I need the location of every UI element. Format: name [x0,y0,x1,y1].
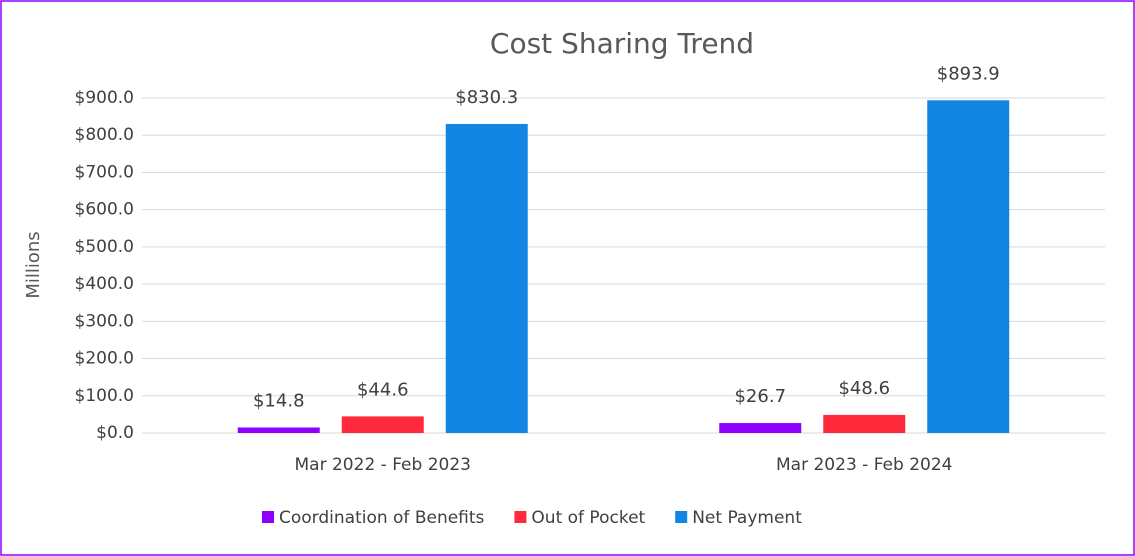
bar [719,423,802,433]
y-tick-label: $900.0 [75,88,134,108]
chart-title: Cost Sharing Trend [490,27,754,60]
bar [237,427,320,433]
y-tick-label: $600.0 [75,200,134,220]
legend-swatch [514,511,527,523]
y-tick-label: $500.0 [75,237,134,257]
y-tick-label: $800.0 [75,125,134,145]
bar [341,416,424,433]
y-tick-label: $0.0 [96,423,134,443]
bar [823,414,906,433]
value-label: $26.7 [734,386,786,407]
x-tick-label: Mar 2022 - Feb 2023 [295,455,471,475]
bar [445,123,528,434]
y-tick-label: $300.0 [75,311,134,331]
y-tick-label: $400.0 [75,274,134,294]
y-tick-label: $700.0 [75,162,134,182]
value-label: $14.8 [253,390,305,411]
value-label: $44.6 [357,379,409,400]
value-label: $48.6 [838,378,890,399]
y-axis-label: Millions [23,231,44,298]
legend-label: Net Payment [692,508,802,528]
value-label: $830.3 [455,87,518,108]
legend-label: Out of Pocket [531,508,645,528]
value-label: $893.9 [937,63,1000,84]
x-tick-label: Mar 2023 - Feb 2024 [776,455,952,475]
y-tick-label: $100.0 [75,386,134,406]
y-tick-label: $200.0 [75,349,134,369]
legend-swatch [262,511,274,523]
legend-label: Coordination of Benefits [279,508,485,528]
bar [927,100,1010,433]
legend-swatch [675,511,688,523]
